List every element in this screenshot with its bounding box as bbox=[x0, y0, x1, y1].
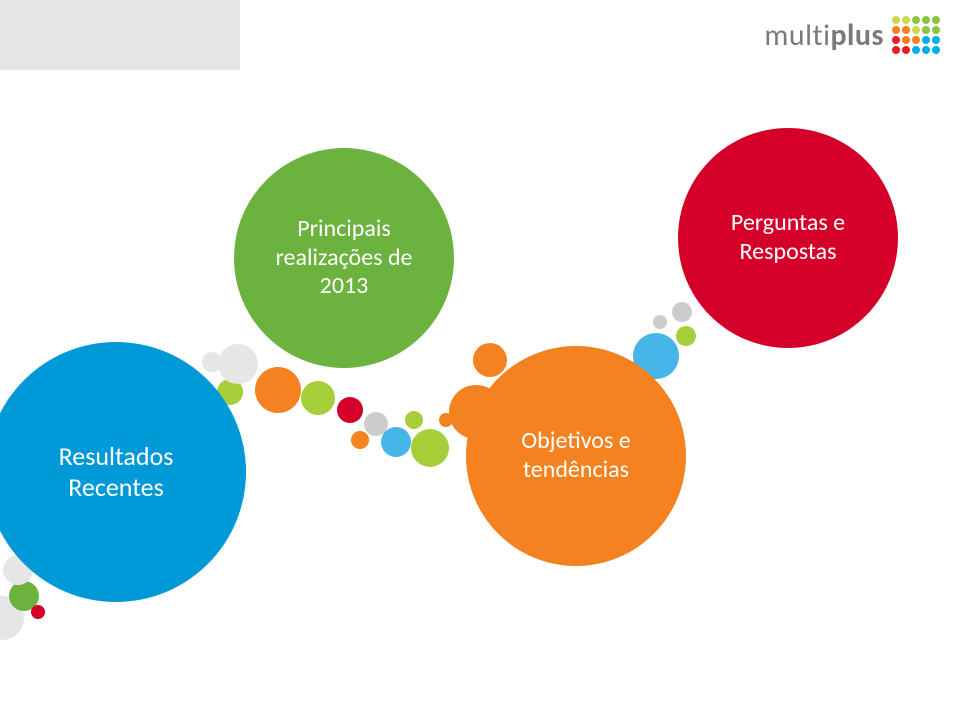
decorative-circle bbox=[218, 344, 258, 384]
decorative-circle bbox=[405, 411, 423, 429]
decorative-circle bbox=[473, 343, 507, 377]
topic-circle-objetivos: Objetivos etendências bbox=[466, 346, 686, 566]
topic-label-line: 2013 bbox=[320, 272, 369, 301]
decorative-circle bbox=[672, 302, 692, 322]
decorative-circle bbox=[381, 427, 411, 457]
logo-dot-grid bbox=[890, 14, 942, 56]
topic-label-line: Perguntas e bbox=[731, 209, 845, 238]
topic-label-line: Objetivos e bbox=[521, 427, 630, 456]
decorative-circle bbox=[411, 429, 449, 467]
decorative-circle bbox=[337, 397, 363, 423]
topic-label-line: tendências bbox=[523, 456, 629, 485]
multiplus-logo: multiplus bbox=[764, 14, 942, 56]
decorative-circle bbox=[351, 431, 369, 449]
slide-stage: multiplus ResultadosRecentesPrincipaisre… bbox=[0, 0, 960, 711]
topic-circle-resultados: ResultadosRecentes bbox=[0, 342, 246, 602]
topic-label-line: realizações de bbox=[276, 244, 413, 273]
topic-circle-principais: Principaisrealizações de2013 bbox=[234, 148, 454, 368]
header-grey-bar bbox=[0, 0, 240, 70]
decorative-circle bbox=[255, 367, 301, 413]
topic-label-line: Resultados bbox=[59, 441, 174, 472]
logo-text: multiplus bbox=[764, 17, 884, 54]
decorative-circle bbox=[301, 381, 335, 415]
topic-label-line: Respostas bbox=[740, 238, 837, 267]
decorative-circle bbox=[653, 315, 667, 329]
topic-label-line: Recentes bbox=[68, 472, 163, 503]
topic-circle-perguntas: Perguntas eRespostas bbox=[678, 128, 898, 348]
decorative-circle bbox=[676, 326, 696, 346]
decorative-circle bbox=[31, 605, 45, 619]
topic-label-line: Principais bbox=[297, 215, 391, 244]
